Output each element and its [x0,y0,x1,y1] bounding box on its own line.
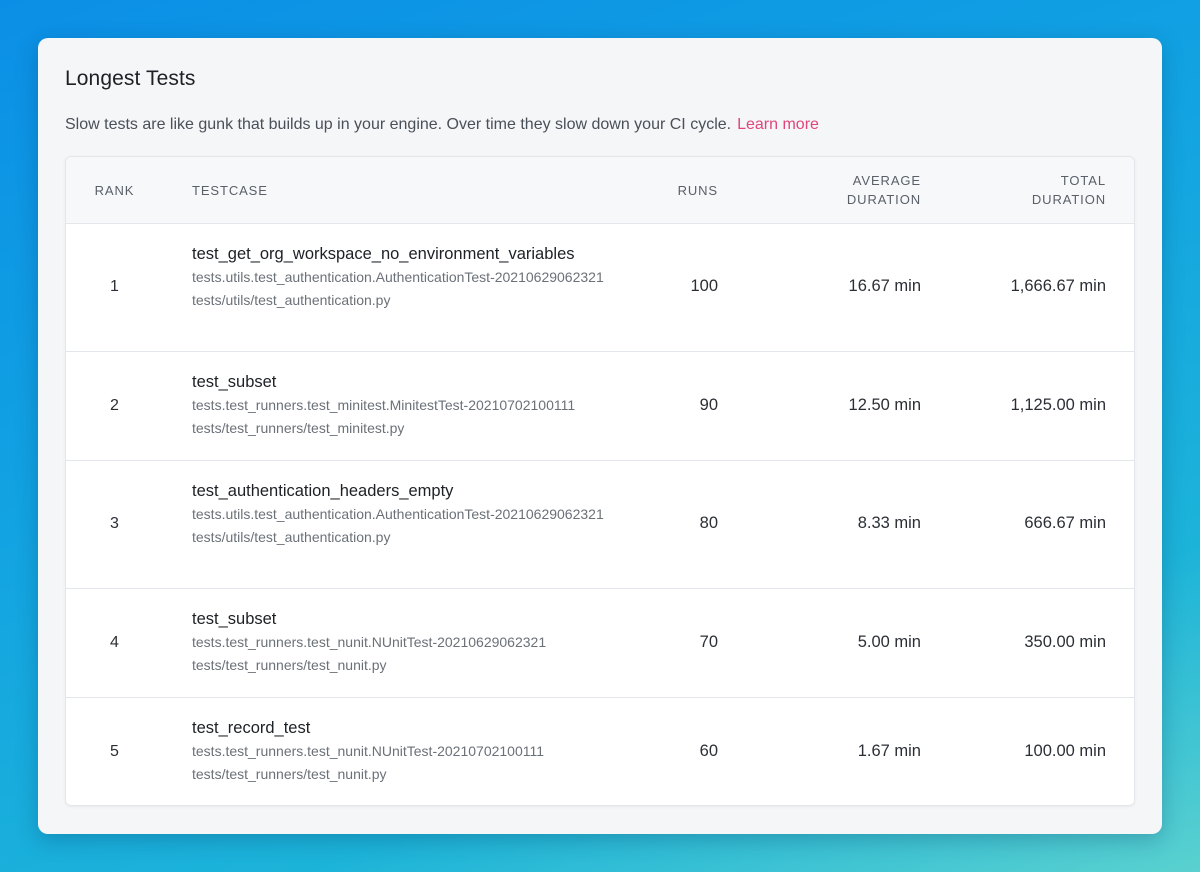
row-runs: 60 [699,742,718,760]
row-runs: 100 [690,277,718,295]
column-header-total-duration: TOTAL DURATION [1032,171,1106,209]
row-average-duration: 8.33 min [857,514,921,532]
testcase-id: tests.test_runners.test_nunit.NUnitTest-… [192,634,547,650]
testcase-name: test_get_org_workspace_no_environment_va… [192,245,575,263]
description-text: Slow tests are like gunk that builds up … [65,116,732,133]
column-header-average-duration: AVERAGE DURATION [847,171,921,209]
row-rank: 2 [110,397,119,414]
row-total-duration: 1,666.67 min [1010,277,1106,295]
testcase-path: tests/test_runners/test_nunit.py [192,657,387,673]
row-testcase: test_authentication_headers_empty tests.… [192,480,624,547]
testcase-path: tests/test_runners/test_minitest.py [192,420,405,436]
column-header-testcase: TESTCASE [192,183,268,198]
row-runs: 70 [699,633,718,651]
card-description: Slow tests are like gunk that builds up … [65,116,819,134]
testcase-id: tests.test_runners.test_minitest.Minites… [192,397,576,413]
testcase-id: tests.utils.test_authentication.Authenti… [192,269,604,285]
table-row[interactable]: 2 test_subset tests.test_runners.test_mi… [66,352,1134,461]
testcase-id: tests.utils.test_authentication.Authenti… [192,506,604,522]
testcase-name: test_record_test [192,719,311,737]
row-rank: 5 [110,743,119,760]
column-header-rank: RANK [94,183,135,198]
average-duration-line2: DURATION [846,192,921,207]
longest-tests-card: Longest Tests Slow tests are like gunk t… [38,38,1162,834]
row-testcase: test_record_test tests.test_runners.test… [192,717,624,784]
row-runs: 80 [699,514,718,532]
table-row[interactable]: 3 test_authentication_headers_empty test… [66,461,1134,589]
row-runs: 90 [699,396,718,414]
testcase-name: test_authentication_headers_empty [192,482,454,500]
total-duration-line1: TOTAL [1060,173,1106,188]
row-total-duration: 350.00 min [1024,633,1106,651]
testcase-path: tests/utils/test_authentication.py [192,529,391,545]
row-average-duration: 1.67 min [857,742,921,760]
row-total-duration: 1,125.00 min [1010,396,1106,414]
row-rank: 3 [110,515,119,532]
table-header: RANK TESTCASE RUNS AVERAGE DURATION TOTAL… [66,157,1134,224]
card-title: Longest Tests [65,67,196,90]
table-row[interactable]: 4 test_subset tests.test_runners.test_nu… [66,589,1134,698]
average-duration-line1: AVERAGE [852,173,921,188]
row-total-duration: 666.67 min [1024,514,1106,532]
row-rank: 1 [110,278,119,295]
row-testcase: test_get_org_workspace_no_environment_va… [192,243,624,310]
row-total-duration: 100.00 min [1024,742,1106,760]
testcase-path: tests/utils/test_authentication.py [192,292,391,308]
total-duration-line2: DURATION [1031,192,1106,207]
row-rank: 4 [110,634,119,651]
learn-more-link[interactable]: Learn more [737,116,819,133]
row-average-duration: 12.50 min [848,396,921,414]
row-average-duration: 16.67 min [848,277,921,295]
table-row[interactable]: 5 test_record_test tests.test_runners.te… [66,698,1134,805]
row-average-duration: 5.00 min [857,633,921,651]
testcase-name: test_subset [192,373,277,391]
testcase-name: test_subset [192,610,277,628]
row-testcase: test_subset tests.test_runners.test_mini… [192,371,624,438]
tests-table: RANK TESTCASE RUNS AVERAGE DURATION TOTAL… [65,156,1135,806]
column-header-runs: RUNS [677,183,718,198]
row-testcase: test_subset tests.test_runners.test_nuni… [192,608,624,675]
table-row[interactable]: 1 test_get_org_workspace_no_environment_… [66,224,1134,352]
testcase-id: tests.test_runners.test_nunit.NUnitTest-… [192,743,545,759]
testcase-path: tests/test_runners/test_nunit.py [192,766,387,782]
